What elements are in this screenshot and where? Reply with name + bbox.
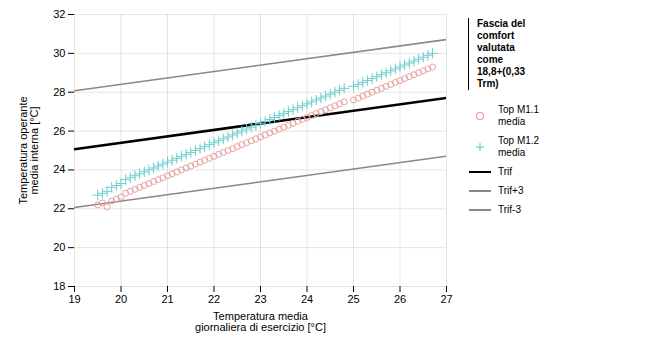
svg-text:22: 22	[53, 202, 65, 214]
svg-text:21: 21	[161, 293, 173, 305]
svg-text:Temperatura operantemedia inte: Temperatura operantemedia interna [°C]	[17, 96, 40, 204]
html-text:Trif-3: Trif-3	[498, 204, 521, 215]
svg-text:22: 22	[208, 293, 220, 305]
html-text:Fascia del comfort valutata co: Fascia del comfort valutata come 18,8+(0…	[477, 18, 526, 89]
html-text:Trif: Trif	[498, 166, 513, 177]
svg-text:28: 28	[53, 86, 65, 98]
svg-text:Temperatura mediagiornaliera d: Temperatura mediagiornaliera di esercizi…	[195, 310, 326, 333]
svg-text:20: 20	[53, 241, 65, 253]
html-text:Top M1.1 media: Top M1.1 media	[498, 104, 540, 127]
svg-text:26: 26	[394, 293, 406, 305]
svg-text:19: 19	[68, 293, 80, 305]
svg-text:24: 24	[301, 293, 313, 305]
html-text:Top M1.2 media: Top M1.2 media	[498, 135, 540, 158]
svg-text:30: 30	[53, 47, 65, 59]
svg-text:32: 32	[53, 8, 65, 20]
html-text:Trif+3: Trif+3	[498, 185, 524, 196]
svg-text:25: 25	[347, 293, 359, 305]
svg-text:27: 27	[440, 293, 452, 305]
svg-text:26: 26	[53, 125, 65, 137]
svg-text:20: 20	[115, 293, 127, 305]
svg-text:18: 18	[53, 280, 65, 292]
svg-text:23: 23	[254, 293, 266, 305]
svg-text:24: 24	[53, 163, 65, 175]
